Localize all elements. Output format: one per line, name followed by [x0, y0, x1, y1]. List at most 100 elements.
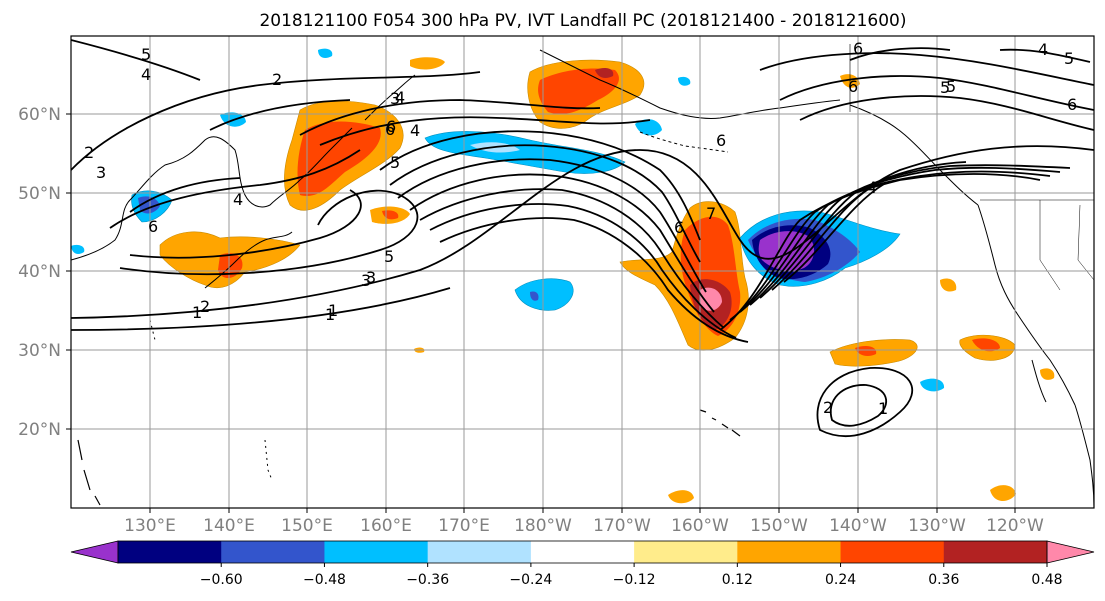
contour-label: 6	[716, 131, 726, 150]
contour-ne-1	[759, 52, 1094, 86]
lon-tick-label: 150°W	[750, 516, 808, 536]
contour-label: 7	[706, 204, 716, 223]
hawaii-islands	[699, 409, 741, 437]
state-border-1	[1039, 200, 1061, 291]
contour-label: 4	[867, 178, 877, 197]
contour-ridge-c	[739, 166, 1061, 313]
lon-tick-label: 170°E	[438, 516, 490, 536]
contour-4-west	[109, 149, 361, 229]
colorbar-tick-label: 0.48	[1031, 572, 1062, 588]
contour-labels: 5 4 2 3 6 2 3 1 5 4 6 6 5 4 7 6 5 3 4 6 …	[84, 39, 1077, 418]
colorbar-tick-label: −0.60	[200, 572, 243, 588]
contour-label: 6	[1067, 95, 1077, 114]
negative-anomaly-north-pacific	[424, 131, 626, 174]
strong-anomaly-okhotsk	[297, 121, 381, 196]
extreme-anomaly-bering	[595, 68, 614, 78]
contour-label: 1	[192, 303, 202, 322]
contour-ne-4	[849, 47, 951, 61]
negative-anomaly-small-3	[71, 244, 85, 254]
lon-tick-label: 140°W	[829, 516, 887, 536]
lon-tick-label: 150°E	[281, 516, 333, 536]
figure-title: 2018121100 F054 300 hPa PV, IVT Landfall…	[259, 11, 906, 31]
coast-baja	[1031, 359, 1047, 403]
positive-anomaly-tropics-2	[990, 485, 1016, 502]
contour-7-a	[397, 158, 707, 293]
contour-label: 4	[1038, 40, 1048, 59]
contour-ridge-e	[759, 161, 967, 299]
philippines-islands	[77, 439, 101, 506]
lat-tick-label: 20°N	[18, 420, 61, 440]
contour-ne-3	[799, 95, 1094, 131]
contour-label: 3	[390, 89, 400, 108]
pv-contours	[71, 39, 1094, 438]
contour-6-n2	[389, 144, 701, 263]
colorbar-extend-max	[1046, 540, 1095, 564]
colorbar-tick-label: −0.12	[613, 572, 656, 588]
colorbar-frame	[117, 540, 1048, 564]
contour-label: 5	[946, 77, 956, 96]
contour-label: 3	[361, 271, 371, 290]
lon-tick-label: 130°E	[124, 516, 176, 536]
contour-6-west	[129, 177, 241, 213]
coast-us-west	[977, 204, 1076, 406]
lon-tick-label: 170°W	[593, 516, 651, 536]
contour-ne-2	[779, 75, 1094, 111]
gridlines	[71, 36, 1094, 508]
contour-label: 6	[674, 218, 684, 237]
state-border-2	[1077, 204, 1094, 281]
lon-axis: 130°E 140°E 150°E 160°E 170°E 180°W 170°…	[124, 508, 1044, 536]
lon-tick-label: 120°W	[986, 516, 1044, 536]
contour-label: 5	[1064, 49, 1074, 68]
contour-label: 4	[410, 121, 420, 140]
lon-tick-label: 130°W	[908, 516, 966, 536]
negative-anomaly-small-4	[678, 76, 691, 86]
contour-label: 6	[386, 117, 396, 136]
contour-label: 5	[390, 153, 400, 172]
colorbar-extend-min	[70, 540, 119, 564]
contour-label: 4	[141, 65, 151, 84]
coast-asia	[71, 127, 353, 261]
contour-2-north	[71, 71, 481, 171]
contour-6-n1	[379, 130, 701, 241]
contour-label: 6	[848, 77, 858, 96]
lon-tick-label: 160°E	[360, 516, 412, 536]
contour-label: 2	[84, 143, 94, 162]
colorbar-segment	[737, 541, 842, 563]
contour-label: 6	[385, 120, 395, 139]
strong-anomaly-subtropical-east	[855, 346, 877, 356]
lat-tick-label: 60°N	[18, 105, 61, 125]
contour-5-west	[129, 189, 362, 259]
colorbar-segment	[634, 541, 738, 563]
contour-ridge-g	[783, 183, 885, 283]
contour-ridge-f	[771, 187, 871, 291]
colorbar-segments	[118, 541, 1048, 563]
contour-label: 2	[823, 398, 833, 417]
negative-anomaly-midlat-core	[530, 291, 539, 301]
positive-anomaly-tropics	[668, 490, 694, 504]
colorbar-segment	[840, 541, 945, 563]
map-frame	[70, 35, 1095, 509]
colorbar-segment	[324, 541, 429, 563]
positive-anomaly-small-1	[940, 278, 957, 292]
contour-2-north-b	[209, 99, 351, 131]
coast-alaska	[539, 49, 841, 119]
positive-anomaly-north	[410, 57, 445, 70]
negative-anomaly-small-2	[920, 378, 945, 392]
positive-anomaly-mexico	[1040, 368, 1055, 380]
map-panel: 5 4 2 3 6 2 3 1 5 4 6 6 5 4 7 6 5 3 4 6 …	[71, 36, 1094, 508]
contour-7-b	[409, 173, 715, 313]
contour-label: 5	[940, 78, 950, 97]
negative-anomaly-alaska	[635, 119, 662, 136]
lon-tick-label: 180°W	[514, 516, 572, 536]
colorbar: −0.60 −0.48 −0.36 −0.24 −0.12 0.12 0.24 0.36 0.4…	[70, 540, 1095, 588]
lon-tick-label: 160°W	[671, 516, 729, 536]
colorbar-tick-label: 0.36	[928, 572, 959, 588]
contour-label: 1	[878, 399, 888, 418]
coast-japan	[204, 231, 293, 289]
negative-anomaly-small-1	[318, 48, 333, 58]
strong-anomaly-baja	[972, 338, 1000, 352]
colorbar-tick-label: −0.36	[406, 572, 449, 588]
coast-bc	[849, 104, 979, 206]
contour-5-north	[71, 39, 201, 81]
colorbar-segment	[221, 541, 325, 563]
